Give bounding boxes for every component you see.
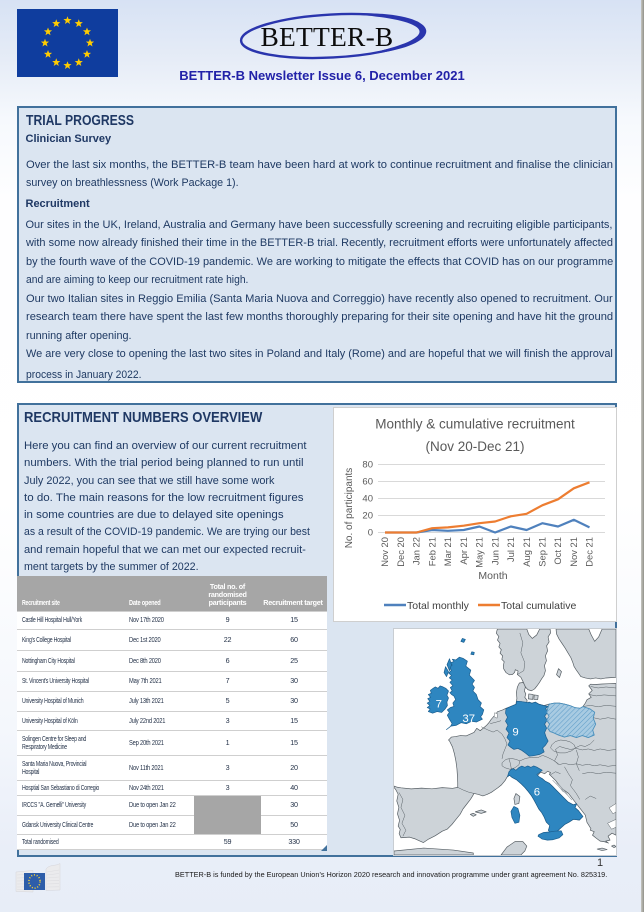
svg-text:Nov 20: Nov 20 — [379, 537, 390, 567]
svg-text:6: 6 — [534, 787, 540, 799]
svg-text:Oct 21: Oct 21 — [552, 537, 563, 565]
svg-text:80: 80 — [362, 460, 373, 471]
svg-text:0: 0 — [368, 528, 373, 539]
svg-text:Dec 21: Dec 21 — [584, 537, 595, 567]
svg-text:Jun 21: Jun 21 — [489, 537, 500, 565]
svg-text:20: 20 — [362, 511, 373, 522]
svg-text:Jan 22: Jan 22 — [411, 537, 422, 565]
svg-text:7: 7 — [436, 698, 442, 710]
svg-text:Jul 21: Jul 21 — [505, 537, 516, 562]
svg-text:60: 60 — [362, 477, 373, 488]
svg-text:No. of participants: No. of participants — [344, 468, 355, 549]
svg-text:Total monthly: Total monthly — [407, 600, 470, 612]
svg-text:BETTER-B: BETTER-B — [261, 21, 394, 52]
svg-text:37: 37 — [462, 713, 475, 725]
svg-text:Mar 21: Mar 21 — [442, 537, 453, 566]
svg-text:Aug 21: Aug 21 — [521, 537, 532, 567]
svg-text:Monthly & cumulative recruitme: Monthly & cumulative recruitment — [375, 417, 575, 432]
svg-text:Apr 21: Apr 21 — [458, 537, 469, 565]
svg-text:May 21: May 21 — [474, 537, 485, 568]
svg-text:Feb 21: Feb 21 — [426, 537, 437, 566]
svg-text:Total cumulative: Total cumulative — [501, 600, 576, 612]
svg-text:Month: Month — [478, 570, 507, 582]
svg-text:9: 9 — [512, 727, 518, 739]
svg-text:Nov 21: Nov 21 — [568, 537, 579, 567]
svg-text:40: 40 — [362, 494, 373, 505]
svg-text:Dec 20: Dec 20 — [395, 537, 406, 567]
svg-text:Sep 21: Sep 21 — [537, 537, 548, 567]
svg-text:(Nov 20-Dec 21): (Nov 20-Dec 21) — [425, 439, 524, 454]
